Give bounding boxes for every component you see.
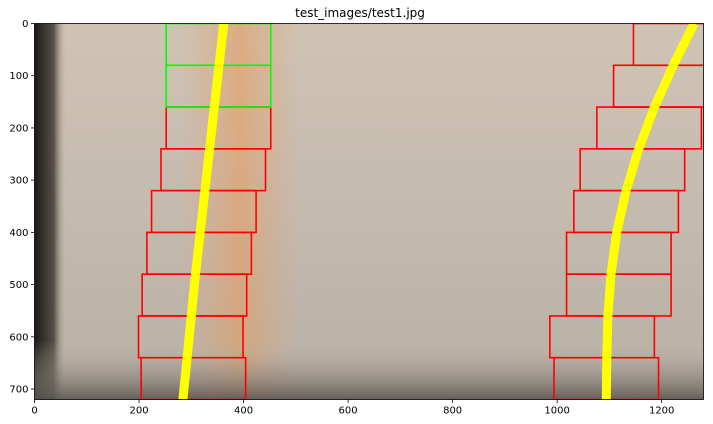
plot-area [34,23,704,400]
x-tick-label: 200 [129,406,148,417]
x-tick-label: 1200 [649,406,674,417]
road-image-bottom [34,340,704,400]
chart-title: test_images/test1.jpg [295,6,425,20]
y-tick-label: 300 [9,176,28,187]
x-tick-label: 0 [31,406,37,417]
right-lane-fit [601,23,699,400]
y-tick-label: 500 [9,280,28,291]
y-tick-label: 100 [9,71,28,82]
road-image-dark-edge [34,23,67,400]
x-tick-label: 600 [339,406,358,417]
y-tick-label: 400 [9,228,28,239]
y-tick-label: 0 [22,19,28,30]
x-tick-label: 1000 [544,406,569,417]
right-window-8 [632,23,704,67]
y-tick-label: 600 [9,332,28,343]
left-lane-fit [178,23,229,400]
x-tick-label: 400 [234,406,253,417]
x-tick-label: 800 [443,406,462,417]
x-axis: 0 200 400 600 800 1000 1200 [31,399,674,417]
y-tick-label: 700 [9,385,28,396]
lane-fits [178,23,699,400]
road-image [34,23,704,400]
plot-frame [34,23,704,400]
y-tick-label: 200 [9,123,28,134]
y-axis: 0 100 200 300 400 500 600 700 [9,19,35,396]
